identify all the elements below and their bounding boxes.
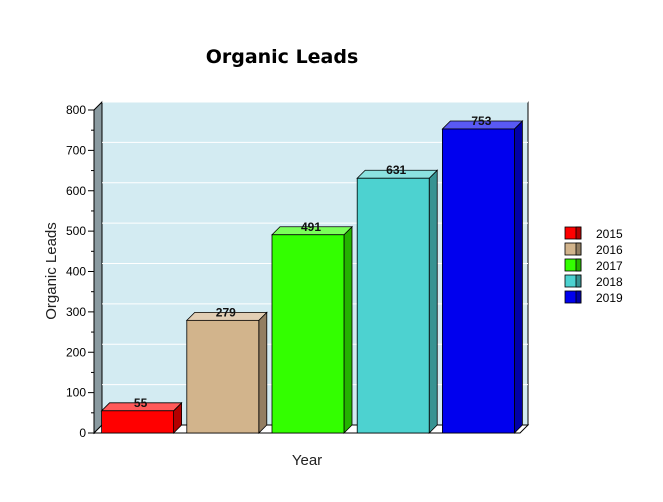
y-tick-label: 400 <box>66 265 86 279</box>
y-axis-label: Organic Leads <box>43 222 60 320</box>
bar-front <box>356 177 430 434</box>
y-tick-label: 100 <box>66 386 86 400</box>
bar-side <box>514 120 523 434</box>
y-axis: 0 100 200 300 400 500 600 700 800 <box>66 103 95 440</box>
data-label-2016: 279 <box>216 305 236 319</box>
y-tick-label: 600 <box>66 184 86 198</box>
legend-item-2019: 2019 <box>564 290 623 305</box>
bar-side <box>428 169 438 434</box>
bar-front <box>441 128 515 434</box>
legend-swatch-side <box>575 258 582 272</box>
legend-swatch-side <box>575 242 582 256</box>
legend-label: 2018 <box>596 275 623 289</box>
y-tick-label: 800 <box>66 103 86 117</box>
data-label-2019: 753 <box>471 114 491 128</box>
chart-title: Organic Leads <box>206 46 359 68</box>
data-label-2017: 491 <box>301 220 321 234</box>
data-label-2015: 55 <box>134 396 148 410</box>
legend-label: 2017 <box>596 259 623 273</box>
bar-2017 <box>271 225 353 434</box>
bar-front <box>101 410 174 434</box>
bar-2015 <box>100 401 183 434</box>
bars <box>100 120 524 434</box>
legend-swatch-side <box>575 226 582 240</box>
legend-item-2016: 2016 <box>564 242 623 257</box>
bar-side <box>258 311 268 434</box>
legend-item-2015: 2015 <box>564 226 623 241</box>
data-labels: 55 279 491 631 753 <box>134 114 492 410</box>
legend-item-2017: 2017 <box>564 258 623 273</box>
left-wall <box>93 100 103 435</box>
bar-2018 <box>356 169 439 434</box>
bar-2016 <box>185 311 268 434</box>
bar-front <box>186 319 260 434</box>
legend-swatch-side <box>575 290 582 304</box>
data-label-2018: 631 <box>386 163 406 177</box>
bar-front <box>271 234 345 434</box>
bar-side <box>343 225 353 434</box>
legend-swatch-side <box>575 274 582 288</box>
y-tick-label: 0 <box>79 426 86 440</box>
y-tick-label: 500 <box>66 224 86 238</box>
legend: 2015 2016 2017 2018 2019 <box>564 226 623 305</box>
x-axis-label: Year <box>292 452 322 469</box>
legend-label: 2019 <box>596 291 623 305</box>
legend-label: 2015 <box>596 227 623 241</box>
y-tick-label: 200 <box>66 345 86 359</box>
y-tick-label: 700 <box>66 143 86 157</box>
legend-item-2018: 2018 <box>564 274 623 289</box>
legend-label: 2016 <box>596 243 623 257</box>
y-tick-label: 300 <box>66 305 86 319</box>
bar-2019 <box>441 120 524 434</box>
